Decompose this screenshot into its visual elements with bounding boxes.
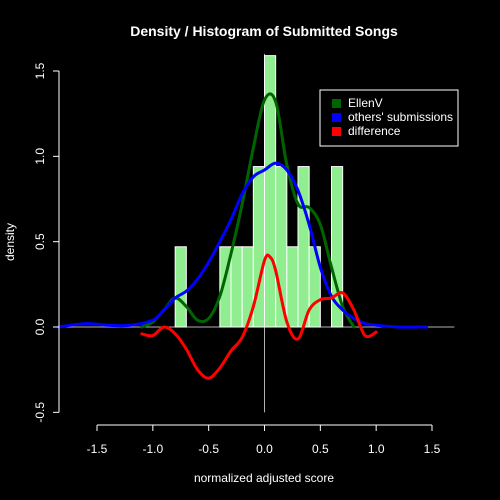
- legend-swatch: [332, 113, 341, 122]
- histogram-bar: [174, 246, 187, 328]
- y-tick-label: 1.5: [33, 62, 47, 79]
- density-line-others-submissions: [56, 161, 428, 329]
- density-line-difference: [140, 253, 378, 380]
- x-tick-label: 0.0: [256, 442, 273, 456]
- y-tick-label: 1.0: [33, 148, 47, 165]
- y-tick-label: 0.5: [33, 233, 47, 250]
- histogram-bars: [174, 55, 344, 328]
- x-tick-label: 0.5: [312, 442, 329, 456]
- legend-label: difference: [348, 124, 401, 138]
- y-axis-label: density: [3, 223, 17, 261]
- y-tick-label: -0.5: [33, 402, 47, 423]
- x-tick-label: -1.5: [87, 442, 108, 456]
- legend-swatch: [332, 99, 341, 108]
- histogram-bar: [331, 166, 344, 328]
- x-tick-label: -0.5: [198, 442, 219, 456]
- legend-swatch: [332, 127, 341, 136]
- histogram-bar: [230, 246, 243, 328]
- x-axis-label: normalized adjusted score: [194, 471, 334, 485]
- legend-box: [319, 89, 459, 147]
- x-tick-label: -1.0: [142, 442, 163, 456]
- legend-label: EllenV: [348, 96, 383, 110]
- x-tick-label: 1.5: [424, 442, 441, 456]
- legend-label: others' submissions: [348, 110, 453, 124]
- chart-title: Density / Histogram of Submitted Songs: [130, 23, 398, 39]
- y-tick-label: 0.0: [33, 318, 47, 335]
- x-tick-label: 1.0: [368, 442, 385, 456]
- histogram-bar: [286, 246, 299, 328]
- plot-area: -0.5 0.0 0.5 1.0 1.5 -1.5 -1.0 -0.5 0.0 0.5 1.0 1.5…: [33, 53, 459, 456]
